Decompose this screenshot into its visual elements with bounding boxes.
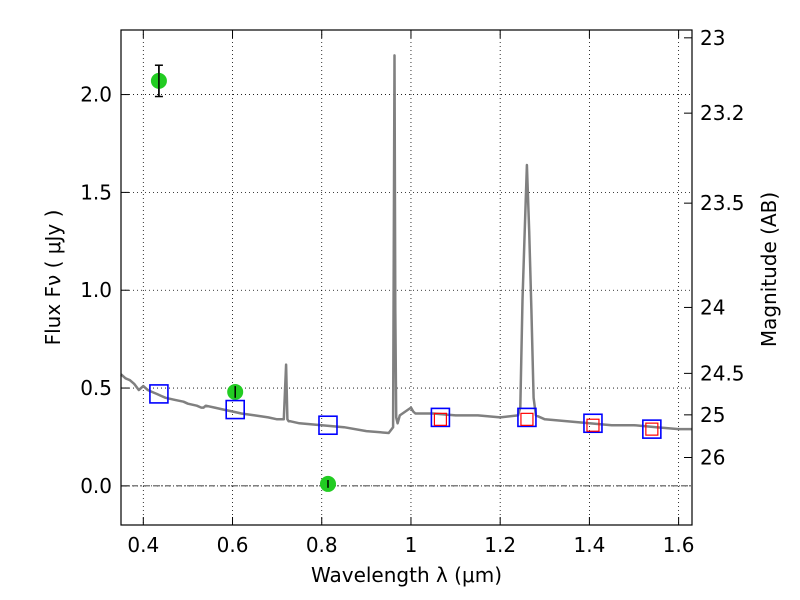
synthetic-photometry-marker <box>520 412 534 426</box>
x-axis-title: Wavelength λ (μm) <box>311 563 502 587</box>
y-axis-title: Flux Fν ( μJy ) <box>41 210 65 346</box>
right-tick-label: 23 <box>700 26 725 50</box>
synthetic-photometry-marker <box>645 422 659 436</box>
x-tick-label: 1.4 <box>573 533 605 557</box>
right-tick-label: 26 <box>700 446 725 470</box>
model-photometry-marker <box>225 399 245 420</box>
x-tick-label: 0.8 <box>306 533 338 557</box>
x-tick-label: 0.4 <box>127 533 159 557</box>
y-tick-label: 0.0 <box>80 474 112 498</box>
model-photometry-marker <box>583 413 603 434</box>
x-tick-label: 1.2 <box>484 533 516 557</box>
synthetic-photometry-marker <box>433 412 448 426</box>
synthetic-photometry-marker <box>586 418 600 432</box>
data-layer <box>120 54 692 492</box>
right-tick-label: 25 <box>700 403 725 427</box>
y-tick-label: 1.0 <box>80 278 112 302</box>
model-photometry-marker <box>517 407 537 428</box>
right-tick-label: 24 <box>700 295 725 319</box>
tick-layer: 0.4 0.6 0.8 1 1.2 1.4 1.6 0.0 0.5 1.0 1.5 2.0 23 23.2… <box>80 26 744 557</box>
right-tick-label: 23.5 <box>700 191 745 215</box>
grid-layer <box>121 30 692 525</box>
right-tick-label: 23.2 <box>700 101 745 125</box>
y-tick-label: 0.5 <box>80 376 112 400</box>
model-photometry-marker <box>318 415 338 436</box>
right-tick-label: 24.5 <box>700 361 745 385</box>
model-photometry-marker <box>149 384 169 404</box>
x-tick-label: 1 <box>405 533 418 557</box>
model-photometry-marker <box>642 419 662 439</box>
model-photometry-marker <box>430 407 451 428</box>
plot-frame <box>120 29 693 526</box>
y-tick-label: 1.5 <box>80 180 112 204</box>
right-axis-title: Magnitude (AB) <box>757 192 781 347</box>
x-tick-label: 1.6 <box>663 533 695 557</box>
x-tick-label: 0.6 <box>217 533 249 557</box>
model-spectrum-line <box>120 54 692 435</box>
y-tick-label: 2.0 <box>80 83 112 107</box>
